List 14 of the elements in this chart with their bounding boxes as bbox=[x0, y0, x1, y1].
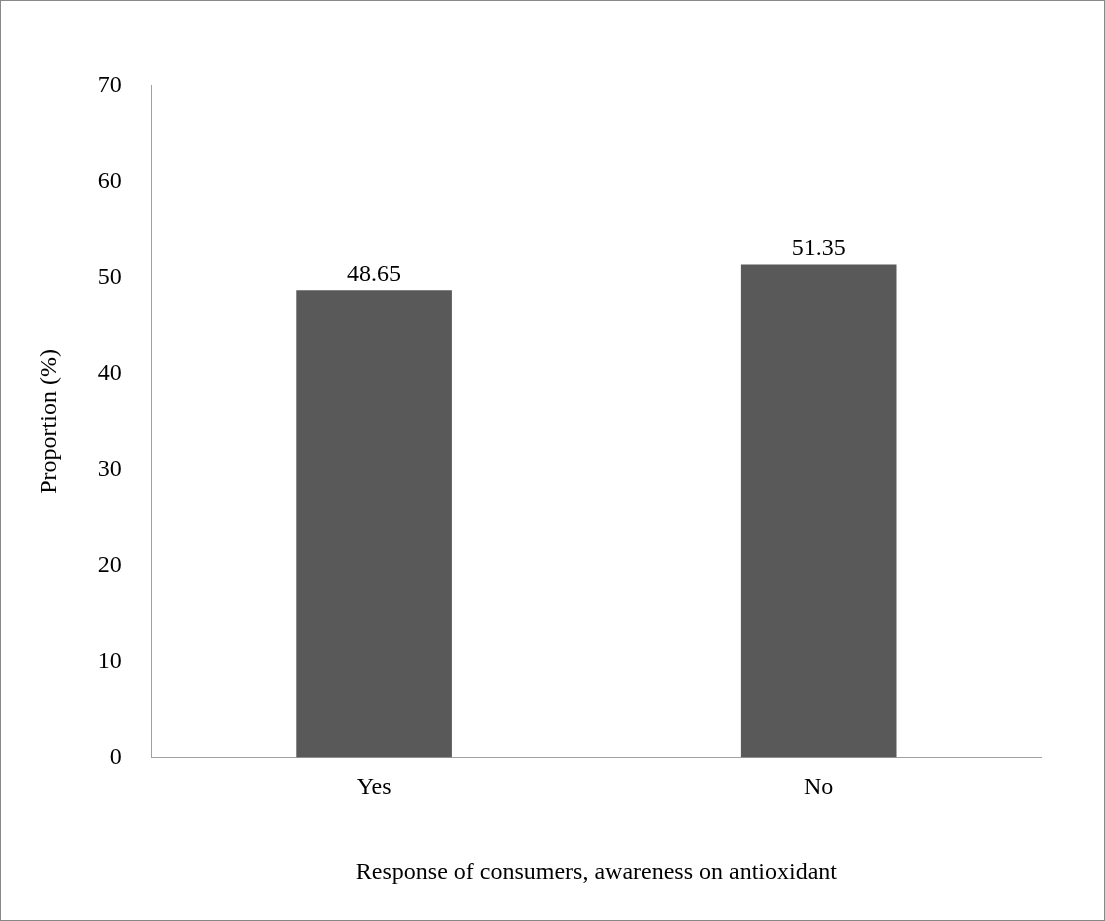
x-axis-title: Response of consumers, awareness on antioxidant bbox=[355, 857, 838, 884]
x-tick-label: No bbox=[804, 773, 834, 800]
y-tick-label: 30 bbox=[97, 454, 122, 481]
x-tick-label: Yes bbox=[356, 773, 392, 800]
y-tick-label: 50 bbox=[97, 262, 122, 289]
y-tick-label: 40 bbox=[97, 358, 122, 385]
y-tick-label: 0 bbox=[109, 742, 122, 769]
y-tick-label: 10 bbox=[97, 646, 122, 673]
data-label: 51.35 bbox=[791, 233, 846, 260]
y-tick-label: 60 bbox=[97, 166, 122, 193]
y-axis-title: Proportion (%) bbox=[34, 349, 61, 494]
y-tick-label: 20 bbox=[97, 550, 122, 577]
y-tick-label: 70 bbox=[97, 70, 122, 97]
data-label: 48.65 bbox=[347, 259, 402, 286]
